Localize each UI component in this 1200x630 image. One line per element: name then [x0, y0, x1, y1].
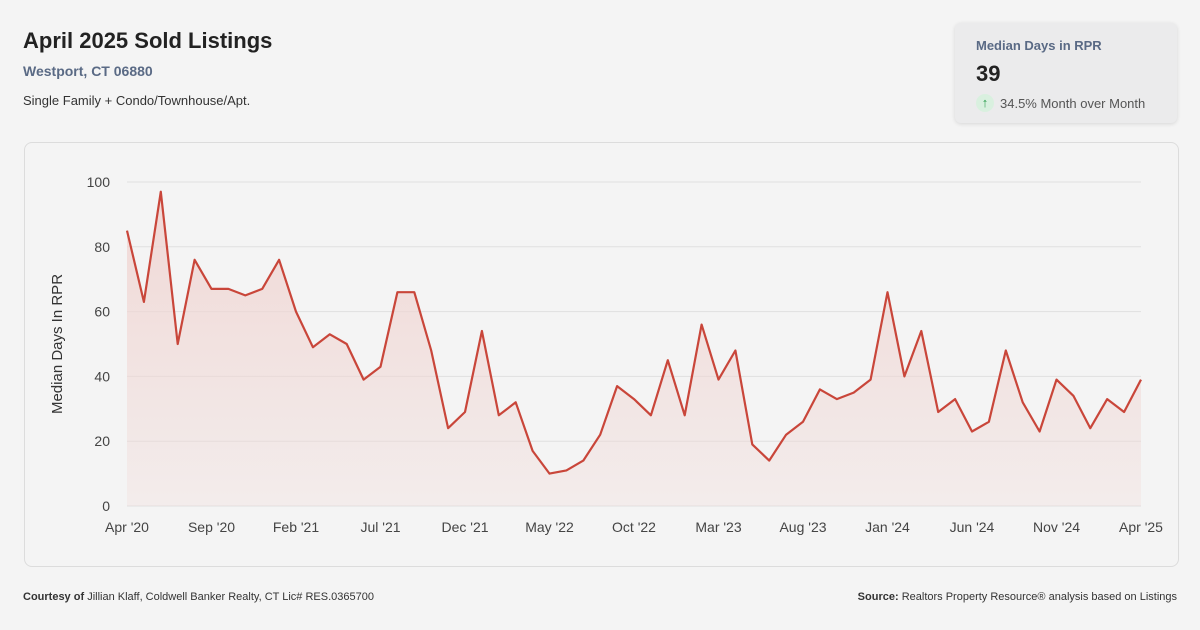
- y-tick-label: 0: [102, 498, 110, 514]
- series-line: [125, 190, 1142, 475]
- x-tick-label: Jun '24: [950, 519, 995, 535]
- data-point: [1122, 410, 1126, 414]
- data-point: [632, 397, 636, 401]
- kpi-change: ↑ 34.5% Month over Month: [976, 94, 1145, 112]
- data-point: [615, 384, 619, 388]
- data-point: [412, 290, 416, 294]
- property-types: Single Family + Condo/Townhouse/Apt.: [23, 93, 251, 108]
- data-point: [581, 459, 585, 463]
- data-point: [970, 429, 974, 433]
- data-point: [531, 449, 535, 453]
- x-tick-label: Apr '20: [105, 519, 149, 535]
- data-point: [1105, 397, 1109, 401]
- data-point: [311, 345, 315, 349]
- kpi-change-text: 34.5% Month over Month: [1000, 95, 1146, 111]
- kpi-card: Median Days in RPR 39 ↑ 34.5% Month over…: [955, 23, 1177, 123]
- source-label: Source:: [857, 591, 899, 603]
- data-point: [362, 378, 366, 382]
- data-point: [700, 323, 704, 327]
- data-point: [683, 413, 687, 417]
- data-point: [953, 397, 957, 401]
- data-point: [1004, 348, 1008, 352]
- data-point: [429, 348, 433, 352]
- data-point: [328, 332, 332, 336]
- courtesy-text: Jillian Klaff, Coldwell Banker Realty, C…: [87, 591, 374, 603]
- data-point: [1038, 429, 1042, 433]
- courtesy-label: Courtesy of: [23, 591, 85, 603]
- data-point: [193, 258, 197, 262]
- data-point: [497, 413, 501, 417]
- kpi-value: 39: [976, 61, 1001, 86]
- data-point: [260, 287, 264, 291]
- data-point: [210, 287, 214, 291]
- data-point: [1088, 426, 1092, 430]
- data-point: [733, 348, 737, 352]
- x-tick-label: Nov '24: [1033, 519, 1080, 535]
- data-point: [666, 358, 670, 362]
- data-point: [717, 378, 721, 382]
- data-point: [784, 433, 788, 437]
- source-text: Realtors Property Resource® analysis bas…: [901, 591, 1177, 603]
- location: Westport, CT 06880: [23, 63, 153, 79]
- data-point: [345, 342, 349, 346]
- data-point: [564, 468, 568, 472]
- data-point: [379, 365, 383, 369]
- data-point: [919, 329, 923, 333]
- data-point: [987, 420, 991, 424]
- data-point: [159, 190, 163, 194]
- data-point: [463, 410, 467, 414]
- data-point: [649, 413, 653, 417]
- data-point: [598, 433, 602, 437]
- data-point: [750, 442, 754, 446]
- data-point: [226, 287, 230, 291]
- y-tick-label: 60: [94, 304, 110, 320]
- data-point: [1139, 378, 1143, 382]
- data-point: [1021, 400, 1025, 404]
- x-tick-label: May '22: [525, 519, 574, 535]
- x-tick-label: Jul '21: [360, 519, 400, 535]
- x-tick-label: Dec '21: [441, 519, 488, 535]
- data-point: [869, 378, 873, 382]
- data-point: [767, 459, 771, 463]
- courtesy: Courtesy of Jillian Klaff, Coldwell Bank…: [23, 591, 374, 603]
- source: Source: Realtors Property Resource® anal…: [858, 591, 1177, 603]
- x-tick-label: Sep '20: [188, 519, 235, 535]
- y-axis-label: Median Days In RPR: [49, 274, 66, 414]
- data-point: [176, 342, 180, 346]
- page-title: April 2025 Sold Listings: [23, 28, 273, 53]
- data-point: [548, 472, 552, 476]
- x-tick-label: Jan '24: [865, 519, 910, 535]
- y-tick-label: 40: [94, 368, 110, 384]
- y-tick-label: 100: [87, 174, 111, 190]
- data-point: [243, 293, 247, 297]
- data-point: [294, 310, 298, 314]
- data-point: [886, 290, 890, 294]
- arrow-up-icon: ↑: [976, 94, 994, 112]
- data-point: [835, 397, 839, 401]
- data-point: [142, 300, 146, 304]
- data-point: [818, 387, 822, 391]
- data-point: [1055, 378, 1059, 382]
- data-point: [801, 420, 805, 424]
- x-tick-label: Feb '21: [273, 519, 319, 535]
- data-point: [480, 329, 484, 333]
- x-tick-label: Oct '22: [612, 519, 656, 535]
- data-point: [902, 374, 906, 378]
- area-fill: [127, 191, 1141, 506]
- data-point: [514, 400, 518, 404]
- data-point: [125, 229, 129, 233]
- data-point: [852, 391, 856, 395]
- data-point: [1071, 394, 1075, 398]
- data-point: [936, 410, 940, 414]
- y-tick-label: 80: [94, 239, 110, 255]
- x-tick-label: Apr '25: [1119, 519, 1163, 535]
- x-tick-label: Aug '23: [779, 519, 826, 535]
- data-point: [277, 258, 281, 262]
- y-tick-label: 20: [94, 433, 110, 449]
- data-point: [446, 426, 450, 430]
- data-point: [395, 290, 399, 294]
- kpi-label: Median Days in RPR: [976, 38, 1102, 53]
- x-tick-label: Mar '23: [695, 519, 741, 535]
